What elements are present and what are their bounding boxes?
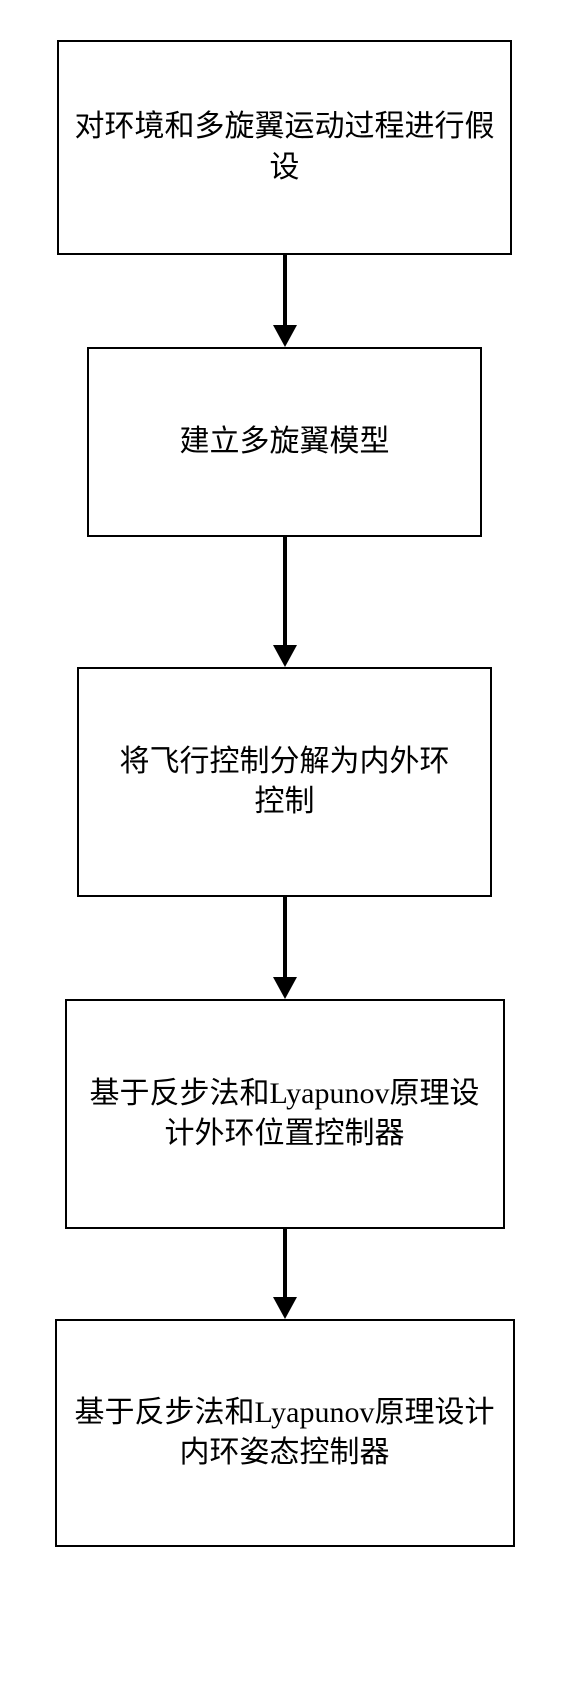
flowchart-arrow [273,897,297,999]
flowchart-node-n2: 建立多旋翼模型 [87,347,482,537]
flowchart-node-n5: 基于反步法和Lyapunov原理设计内环姿态控制器 [55,1319,515,1547]
flowchart-arrow [273,537,297,667]
arrow-head-icon [273,325,297,347]
arrow-head-icon [273,645,297,667]
arrow-shaft [283,897,287,977]
flowchart-node-n4: 基于反步法和Lyapunov原理设计外环位置控制器 [65,999,505,1229]
node-label: 将飞行控制分解为内外环控制 [109,742,460,823]
arrow-shaft [283,537,287,645]
arrow-head-icon [273,977,297,999]
flowchart-root: 对环境和多旋翼运动过程进行假设建立多旋翼模型将飞行控制分解为内外环控制基于反步法… [0,0,569,1701]
flowchart-node-n3: 将飞行控制分解为内外环控制 [77,667,492,897]
flowchart-arrow [273,1229,297,1319]
node-label: 对环境和多旋翼运动过程进行假设 [71,107,498,188]
arrow-head-icon [273,1297,297,1319]
node-label: 建立多旋翼模型 [180,422,390,463]
arrow-shaft [283,1229,287,1297]
flowchart-arrow [273,255,297,347]
node-label: 基于反步法和Lyapunov原理设计外环位置控制器 [85,1074,485,1155]
flowchart-node-n1: 对环境和多旋翼运动过程进行假设 [57,40,512,255]
node-label: 基于反步法和Lyapunov原理设计内环姿态控制器 [69,1393,501,1474]
arrow-shaft [283,255,287,325]
